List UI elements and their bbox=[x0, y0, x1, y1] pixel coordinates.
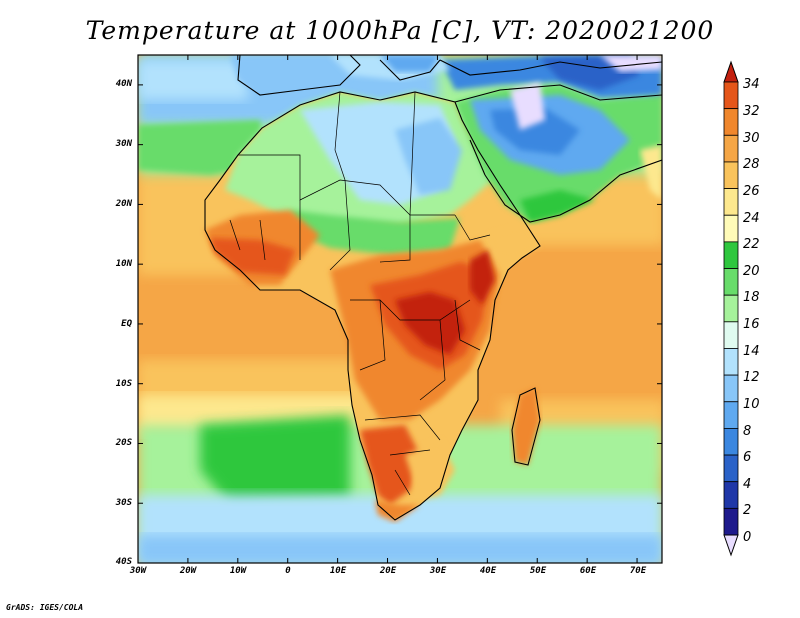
colorbar-yellow-orange-segment bbox=[723, 161, 739, 189]
colorbar-mint-segment bbox=[723, 321, 739, 349]
lat-label-20n: 20N bbox=[115, 199, 132, 209]
lon-label-40e: 40E bbox=[479, 566, 497, 576]
lat-label-30s: 30S bbox=[115, 498, 132, 508]
colorbar-label: 18 bbox=[743, 290, 760, 305]
colorbar-blue-segment bbox=[723, 454, 739, 483]
colorbar-label: 10 bbox=[743, 397, 760, 412]
lat-label-10n: 10N bbox=[115, 259, 132, 269]
colorbar-red-triangle bbox=[723, 60, 739, 83]
lat-label-eq: EQ bbox=[121, 319, 132, 329]
map-title: Temperature at 1000hPa [C], VT: 20200212… bbox=[85, 16, 715, 45]
colorbar-green-segment bbox=[723, 268, 739, 296]
colorbar-pale-yellow-segment bbox=[723, 214, 739, 243]
colorbar-label: 22 bbox=[743, 237, 760, 252]
lon-label-70e: 70E bbox=[629, 566, 647, 576]
colorbar-label: 2 bbox=[743, 503, 752, 518]
lon-label-0: 0 bbox=[285, 566, 291, 576]
colorbar-navy-segment bbox=[723, 507, 739, 536]
colorbar-label: 30 bbox=[743, 131, 760, 146]
colorbar-light-green-segment bbox=[723, 294, 739, 323]
lon-label-50e: 50E bbox=[529, 566, 547, 576]
colorbar-label: 26 bbox=[743, 184, 760, 199]
colorbar bbox=[723, 60, 739, 557]
lon-label-20w: 20W bbox=[179, 566, 197, 576]
lon-label-10w: 10W bbox=[229, 566, 247, 576]
colorbar-label: 14 bbox=[743, 344, 760, 359]
colorbar-label: 28 bbox=[743, 157, 760, 172]
colorbar-light-yellow-segment bbox=[723, 188, 739, 216]
colorbar-label: 32 bbox=[743, 104, 760, 119]
colorbar-label: 16 bbox=[743, 317, 760, 332]
colorbar-label: 0 bbox=[743, 530, 752, 545]
lon-label-30e: 30E bbox=[429, 566, 447, 576]
lat-label-30n: 30N bbox=[115, 139, 132, 149]
colorbar-light-blue-segment bbox=[723, 401, 739, 429]
colorbar-orange-segment bbox=[723, 108, 739, 136]
colorbar-dark-green-segment bbox=[723, 241, 739, 269]
colorbar-label: 12 bbox=[743, 370, 760, 385]
colorbar-label: 34 bbox=[743, 77, 760, 92]
country-borders bbox=[229, 91, 491, 496]
lon-label-20e: 20E bbox=[379, 566, 397, 576]
lat-label-40n: 40N bbox=[115, 79, 132, 89]
lat-label-20s: 20S bbox=[115, 438, 132, 448]
map-frame bbox=[137, 54, 663, 564]
lon-label-60e: 60E bbox=[579, 566, 597, 576]
temperature-field bbox=[138, 55, 662, 563]
lon-label-30w: 30W bbox=[129, 566, 147, 576]
axis-ticks bbox=[137, 55, 662, 564]
colorbar-label: 4 bbox=[743, 477, 752, 492]
colorbar-mid-blue-segment bbox=[723, 428, 739, 456]
lon-label-10e: 10E bbox=[329, 566, 347, 576]
colorbar-light-orange-segment bbox=[723, 134, 739, 163]
colorbar-dark-blue-segment bbox=[723, 481, 739, 509]
colorbar-label: 20 bbox=[743, 264, 760, 279]
colorbar-label: 6 bbox=[743, 450, 752, 465]
colorbar-pale-blue-segment bbox=[723, 348, 739, 376]
colorbar-red-orange-segment bbox=[723, 81, 739, 110]
lat-label-40s: 40S bbox=[115, 557, 132, 567]
lat-label-10s: 10S bbox=[115, 379, 132, 389]
coastlines bbox=[204, 55, 662, 521]
colorbar-label: 24 bbox=[743, 211, 760, 226]
footer-credit: GrADS: IGES/COLA bbox=[6, 603, 84, 612]
colorbar-sky-blue-segment bbox=[723, 374, 739, 403]
colorbar-label: 8 bbox=[743, 424, 752, 439]
colorbar-lavender-triangle bbox=[723, 534, 739, 557]
